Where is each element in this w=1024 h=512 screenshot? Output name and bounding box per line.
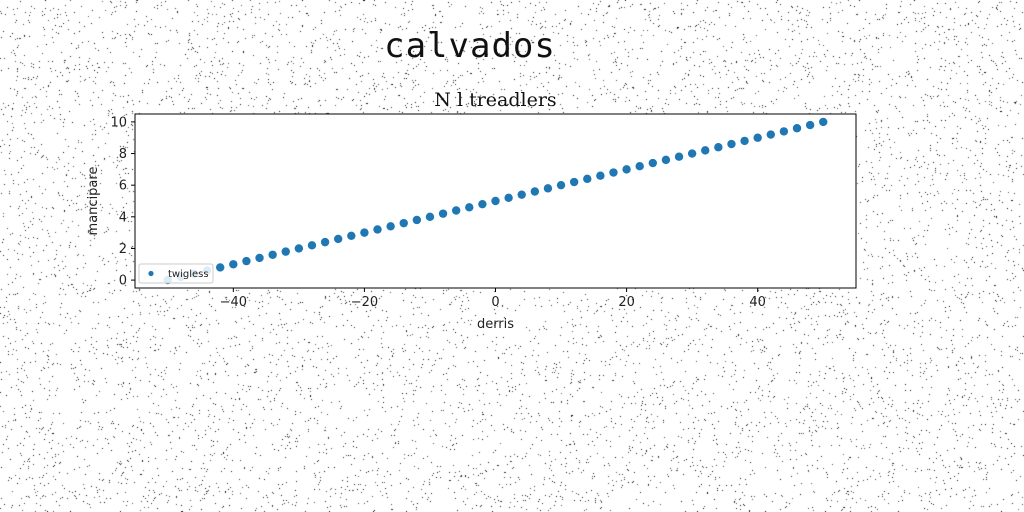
data-point [412,215,422,225]
data-point [294,244,304,253]
data-point [596,171,605,180]
data-point [333,234,343,244]
y-tick-label: 0 [119,274,127,289]
x-tick-label: 20 [618,295,635,310]
data-point [701,146,710,155]
y-tick-label: 8 [119,147,127,162]
data-point [779,127,789,136]
data-point [687,149,697,158]
data-point [583,174,592,184]
data-point [491,196,500,206]
data-point [438,209,448,218]
data-point [451,206,461,215]
data-point [517,190,526,199]
data-point [242,256,251,266]
data-point [386,222,395,231]
data-point [714,143,723,152]
data-point [320,237,330,247]
data-point [753,133,762,142]
legend-box [138,263,214,284]
data-point [661,155,671,165]
data-point [648,158,658,168]
y-axis-label: mancipare [86,167,101,236]
legend: twigless [138,263,214,284]
data-point [281,247,290,256]
y-tick-label: 10 [110,115,127,130]
data-point [216,263,225,272]
data-point [674,152,684,161]
x-tick-label: −20 [351,295,378,310]
data-point [399,218,408,228]
y-ticks: 0 2 4 6 8 10 [110,115,135,289]
data-point [373,225,382,234]
data-point [792,124,802,133]
data-point [465,203,474,212]
data-point [307,241,317,250]
data-point [805,120,815,130]
data-point [569,177,579,187]
data-point [543,184,553,193]
data-point [478,199,487,209]
axes-title: N l treadlers [434,89,556,111]
data-point [766,130,775,139]
data-point [609,168,618,177]
data-point [740,136,749,146]
x-tick-label: −40 [220,295,247,310]
x-ticks: −40 −20 0 20 40 [220,288,766,310]
data-point [727,139,736,149]
x-axis-label: derris [477,317,514,332]
x-tick-label: 40 [749,295,766,310]
y-tick-label: 6 [119,179,127,194]
data-point [268,250,277,259]
legend-label: twigless [168,269,209,280]
x-tick-label: 0 [491,295,499,310]
y-tick-label: 2 [119,242,127,257]
data-point [425,212,435,222]
legend-marker [148,270,154,277]
data-point [255,253,264,263]
data-point [556,180,566,190]
data-point [504,193,513,203]
data-point [819,117,828,127]
figure-suptitle: calvados [384,26,556,66]
data-point [530,187,540,196]
y-tick-label: 4 [119,210,127,225]
data-point [622,165,631,174]
data-point [229,260,238,269]
data-point [360,228,369,237]
data-point [347,231,356,240]
data-point [635,162,644,171]
